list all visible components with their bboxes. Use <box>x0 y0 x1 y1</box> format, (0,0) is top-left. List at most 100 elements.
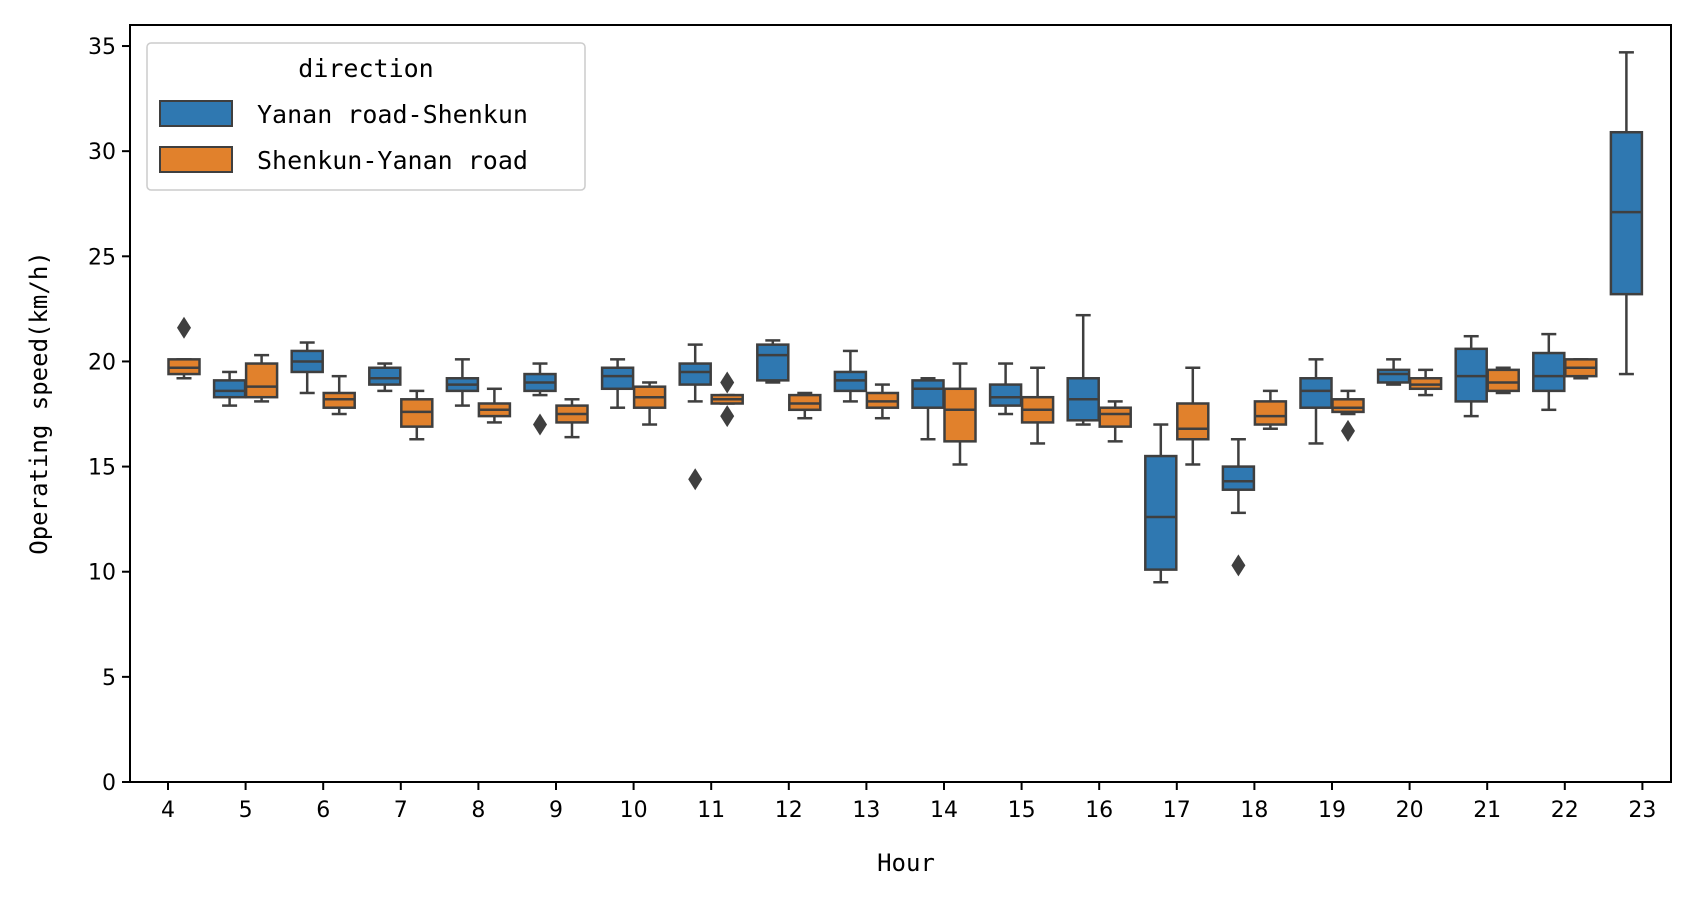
outlier-point <box>533 413 547 436</box>
x-tick-label: 15 <box>1008 798 1036 823</box>
box-yanan-shenkun-hour-8 <box>445 358 480 407</box>
x-tick-label: 5 <box>239 798 253 823</box>
box-yanan-shenkun-hour-22 <box>1532 332 1566 412</box>
y-tick-label: 15 <box>88 456 116 481</box>
box-shenkun-yanan-hour-8 <box>477 387 512 424</box>
box-yanan-shenkun-hour-18 <box>1221 437 1256 577</box>
outlier-point <box>1231 554 1246 577</box>
box-shenkun-yanan-hour-18 <box>1253 389 1288 430</box>
x-tick-label: 7 <box>394 798 408 823</box>
box-iqr <box>1486 368 1520 393</box>
box-shenkun-yanan-hour-6 <box>322 374 356 416</box>
x-tick-label: 4 <box>161 798 175 823</box>
box-shenkun-yanan-hour-12 <box>788 391 822 420</box>
outlier-point <box>720 371 735 394</box>
box-iqr <box>600 366 635 391</box>
outlier-point <box>688 468 703 491</box>
legend: direction Yanan road-Shenkun Shenkun-Yan… <box>146 42 586 191</box>
y-tick-label: 35 <box>88 35 116 60</box>
box-iqr <box>1331 398 1365 414</box>
x-tick-label: 21 <box>1473 798 1501 823</box>
box-shenkun-yanan-hour-5 <box>244 353 279 403</box>
x-tick-label: 9 <box>549 798 563 823</box>
legend-frame <box>146 42 586 191</box>
box-shenkun-yanan-hour-17 <box>1176 366 1210 466</box>
legend-label-yanan-shenkun: Yanan road-Shenkun <box>257 100 528 129</box>
box-shenkun-yanan-hour-14 <box>943 362 977 466</box>
y-tick-label: 5 <box>102 666 116 691</box>
x-tick-label: 19 <box>1318 798 1346 823</box>
x-tick-label: 23 <box>1628 798 1656 823</box>
box-iqr <box>1376 368 1411 384</box>
box-shenkun-yanan-hour-4 <box>167 316 201 380</box>
x-tick-label: 22 <box>1551 798 1579 823</box>
y-tick-label: 10 <box>88 561 116 586</box>
x-tick-label: 14 <box>930 798 958 823</box>
y-axis-label: Operating speed(km/h) <box>25 251 53 554</box>
outlier-point <box>720 405 735 428</box>
x-tick-label: 12 <box>775 798 803 823</box>
legend-label-shenkun-yanan: Shenkun-Yanan road <box>257 146 528 175</box>
box-iqr <box>1253 400 1288 426</box>
box-shenkun-yanan-hour-22 <box>1564 358 1598 380</box>
x-tick-label: 11 <box>697 798 725 823</box>
plot-frame <box>129 24 1672 783</box>
x-tick-label: 18 <box>1240 798 1268 823</box>
box-yanan-shenkun-hour-15 <box>988 362 1023 416</box>
box-yanan-shenkun-hour-21 <box>1454 334 1488 418</box>
box-shenkun-yanan-hour-20 <box>1408 368 1443 397</box>
box-shenkun-yanan-hour-13 <box>865 383 900 420</box>
box-shenkun-yanan-hour-7 <box>400 389 434 441</box>
box-iqr <box>244 362 279 399</box>
box-shenkun-yanan-hour-11 <box>710 371 744 428</box>
x-tick-label: 17 <box>1163 798 1191 823</box>
box-yanan-shenkun-hour-16 <box>1066 313 1100 426</box>
box-yanan-shenkun-hour-12 <box>756 339 790 384</box>
box-iqr <box>1098 406 1132 428</box>
box-yanan-shenkun-hour-19 <box>1299 358 1333 445</box>
legend-swatch-shenkun-yanan <box>159 146 233 173</box>
box-iqr <box>1299 377 1333 409</box>
y-tick-label: 20 <box>88 350 116 375</box>
box-iqr <box>1176 402 1210 441</box>
box-iqr <box>1221 465 1256 491</box>
x-tick-label: 6 <box>316 798 330 823</box>
box-iqr <box>1532 351 1566 393</box>
box-shenkun-yanan-hour-15 <box>1020 366 1055 445</box>
box-iqr <box>911 379 945 409</box>
box-yanan-shenkun-hour-14 <box>911 377 945 441</box>
x-tick-label: 20 <box>1396 798 1424 823</box>
y-tick-label: 0 <box>102 771 116 796</box>
x-tick-label: 13 <box>852 798 880 823</box>
box-shenkun-yanan-hour-21 <box>1486 366 1520 395</box>
legend-title: direction <box>298 54 433 83</box>
plot-area <box>167 51 1644 584</box>
box-yanan-shenkun-hour-11 <box>678 343 712 491</box>
box-iqr <box>1144 454 1178 571</box>
box-iqr <box>368 366 402 386</box>
outlier-point <box>1341 419 1355 442</box>
y-tick-label: 25 <box>88 245 116 270</box>
x-axis-label: Hour <box>877 849 935 877</box>
box-shenkun-yanan-hour-9 <box>555 398 589 439</box>
x-tick-label: 16 <box>1085 798 1113 823</box>
legend-swatch-yanan-shenkun <box>159 100 233 127</box>
box-shenkun-yanan-hour-19 <box>1331 389 1365 442</box>
box-iqr <box>212 379 247 399</box>
box-yanan-shenkun-hour-7 <box>368 362 402 393</box>
outlier-point <box>177 316 191 339</box>
box-yanan-shenkun-hour-23 <box>1609 51 1644 376</box>
box-iqr <box>988 383 1023 407</box>
box-shenkun-yanan-hour-10 <box>632 381 667 426</box>
box-yanan-shenkun-hour-20 <box>1376 358 1411 386</box>
x-tick-label: 8 <box>471 798 485 823</box>
y-tick-label: 30 <box>88 140 116 165</box>
box-yanan-shenkun-hour-17 <box>1144 423 1178 584</box>
x-tick-label: 10 <box>620 798 648 823</box>
x-axis: 4 5 6 7 8 9 10 11 12 13 14 15 16 17 18 19 20 21 22 23 <box>161 782 1656 823</box>
box-iqr <box>678 362 712 386</box>
box-yanan-shenkun-hour-10 <box>600 358 635 409</box>
box-yanan-shenkun-hour-6 <box>290 341 324 395</box>
box-iqr <box>756 343 790 382</box>
